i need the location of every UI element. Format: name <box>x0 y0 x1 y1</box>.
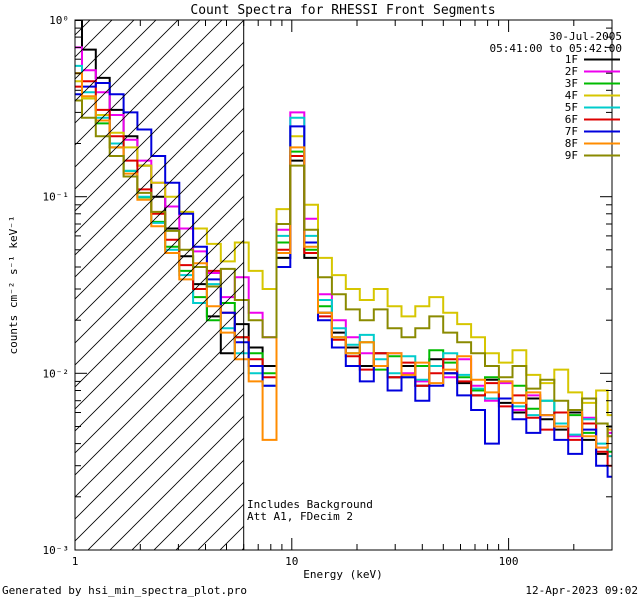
legend-label-5F: 5F <box>565 101 578 114</box>
legend-label-8F: 8F <box>565 137 578 150</box>
legend-label-2F: 2F <box>565 65 578 78</box>
x-axis-label: Energy (keV) <box>303 568 382 581</box>
hatch-layer <box>75 20 244 550</box>
x-tick-label: 100 <box>499 555 519 568</box>
x-tick-label: 1 <box>72 555 79 568</box>
observation-date: 30-Jul-2005 <box>549 30 622 43</box>
legend-label-6F: 6F <box>565 113 578 126</box>
axes-layer: 1 10 100 10⁰ 10⁻¹ 10⁻² 10⁻³ <box>43 14 613 568</box>
hatched-attenuator-region <box>75 20 244 550</box>
plot-frame <box>74 19 613 551</box>
legend-label-1F: 1F <box>565 53 578 66</box>
x-tick-label: 10 <box>285 555 298 568</box>
legend-label-4F: 4F <box>565 89 578 102</box>
observation-time-range: 05:41:00 to 05:42:00 <box>490 42 622 55</box>
footer-render-timestamp: 12-Apr-2023 09:02 <box>525 584 638 597</box>
legend-label-3F: 3F <box>565 77 578 90</box>
y-tick-label: 10⁻² <box>43 367 70 380</box>
annotation-includes-background: Includes Background <box>247 498 373 511</box>
footer-generator-credit: Generated by hsi_min_spectra_plot.pro <box>2 584 247 597</box>
chart-title: Count Spectra for RHESSI Front Segments <box>190 3 495 18</box>
y-tick-label: 10⁻³ <box>43 544 70 557</box>
legend-label-7F: 7F <box>565 125 578 138</box>
y-tick-label: 10⁰ <box>49 14 69 27</box>
legend-label-9F: 9F <box>565 149 578 162</box>
y-axis-label: counts cm⁻² s⁻¹ keV⁻¹ <box>7 215 20 354</box>
y-tick-label: 10⁻¹ <box>43 191 70 204</box>
annotation-attenuator-state: Att A1, FDecim 2 <box>247 510 353 523</box>
